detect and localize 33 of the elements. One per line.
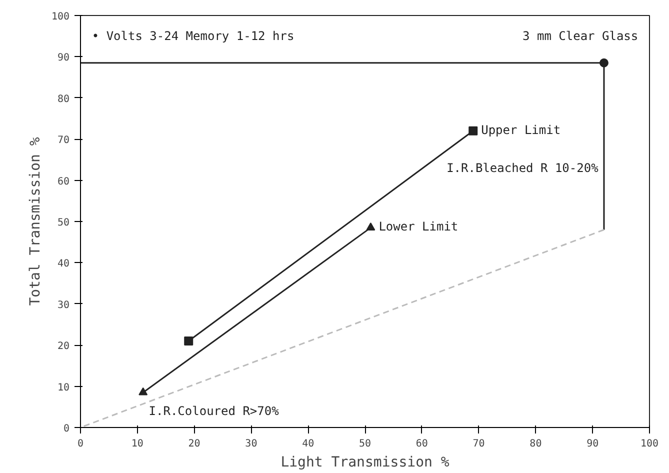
y-tick-label: 50: [57, 218, 70, 228]
annotation: 3 mm Clear Glass: [522, 29, 638, 44]
y-tick-label: 80: [57, 94, 70, 105]
x-tick-label: 50: [358, 438, 372, 450]
y-tick-label: 40: [57, 258, 70, 270]
annotation: • Volts 3-24 Memory 1-12 hrs: [92, 29, 294, 44]
y-tick-label: 70: [57, 135, 70, 146]
y-tick-label: 20: [57, 341, 70, 352]
y-tick-label: 90: [57, 52, 70, 64]
annotation: I.R.Bleached R 10-20%: [446, 160, 600, 175]
x-tick-label: 70: [472, 438, 485, 450]
point: [468, 126, 478, 136]
x-tick-label: 0: [77, 438, 84, 450]
y-axis-title: Total Transmission %: [27, 136, 44, 306]
x-tick-label: 30: [245, 438, 258, 450]
x-tick-label: 90: [586, 438, 599, 450]
x-tick-label: 20: [188, 438, 200, 450]
series-label: Lower Limit: [378, 220, 458, 234]
x-tick-label: 60: [416, 438, 428, 450]
x-tick-label: 100: [640, 438, 659, 450]
y-tick-label: 100: [51, 12, 70, 22]
point: [184, 336, 194, 346]
x-axis-title: Light Transmission %: [280, 454, 450, 470]
annotation: I.R.Coloured R>70%: [148, 404, 280, 418]
y-tick-label: 10: [57, 382, 70, 394]
x-tick-label: 10: [131, 438, 144, 450]
y-tick-label: 0: [63, 424, 70, 434]
x-tick-label: 80: [530, 438, 542, 450]
y-tick-label: 30: [57, 300, 70, 311]
x-tick-label: 40: [302, 438, 314, 450]
series-label: Upper Limit: [481, 122, 561, 137]
y-tick-label: 60: [57, 176, 70, 188]
point: [599, 58, 608, 68]
